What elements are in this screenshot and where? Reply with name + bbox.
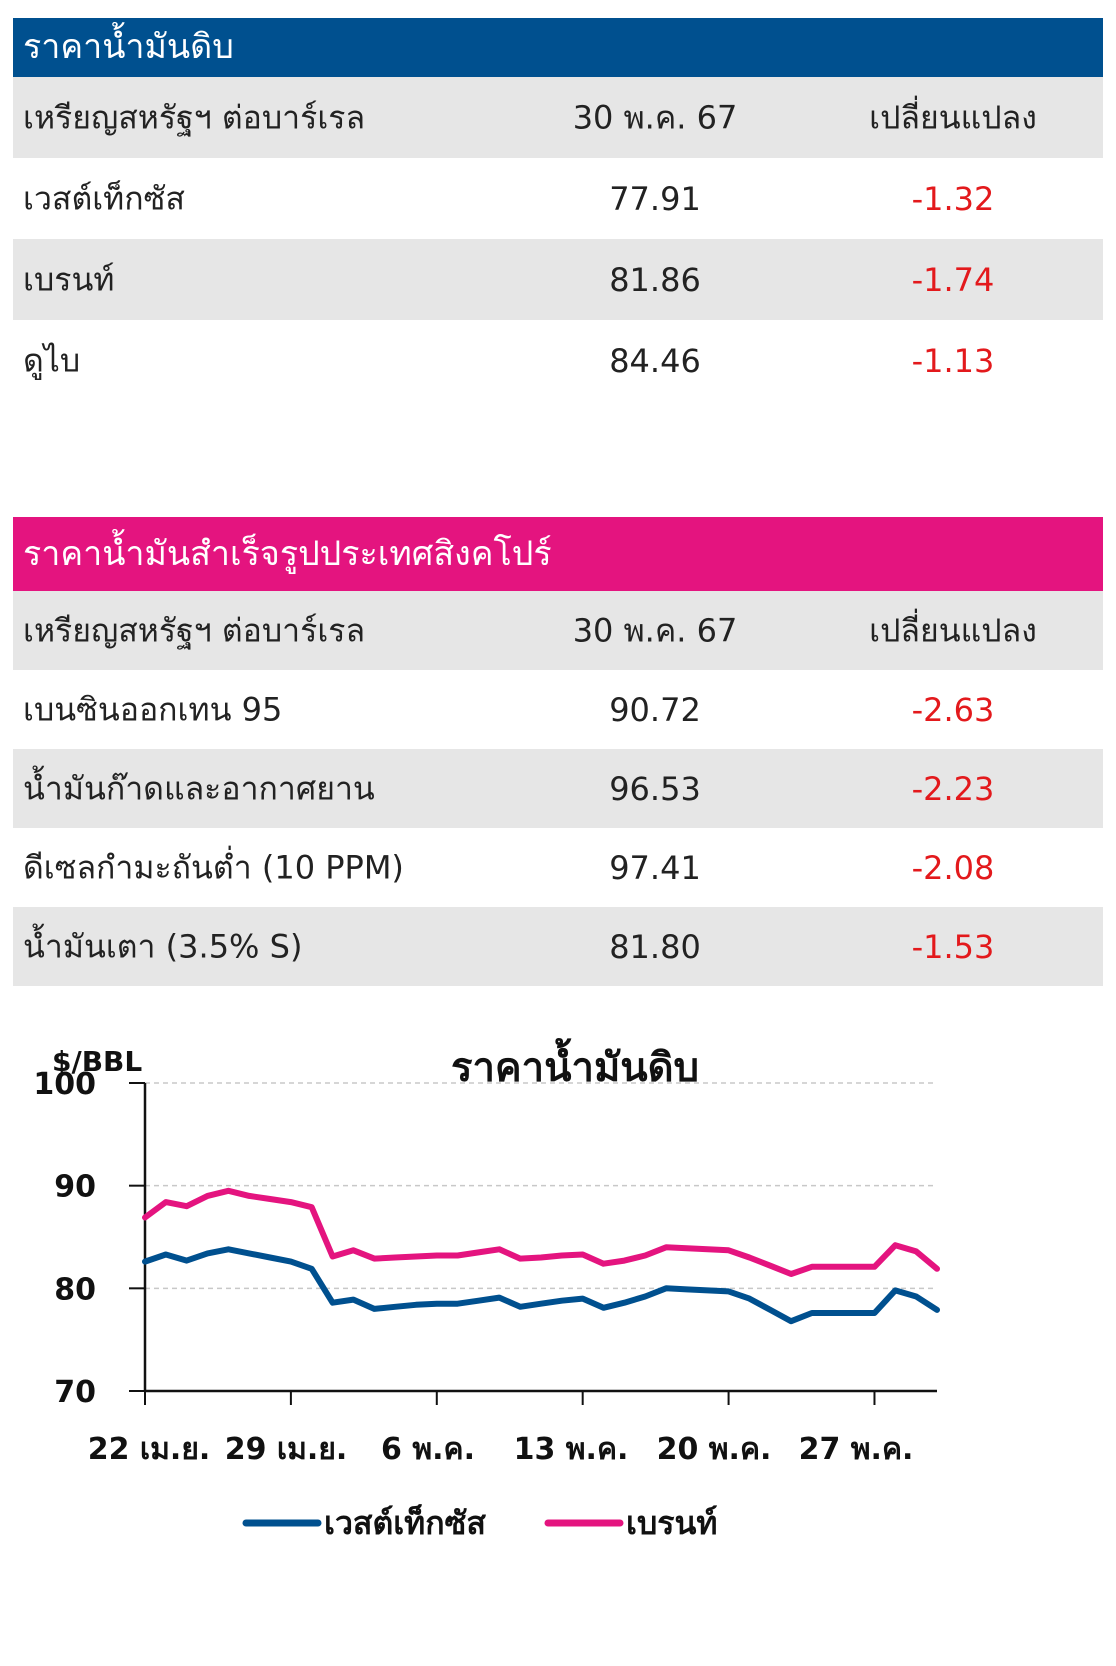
crude-oil-chart: $/BBL ราคาน้ำมันดิบ 70 80 90 100 22 เม.ย. 29 … xyxy=(0,1025,1116,1666)
change-value: -2.63 xyxy=(911,690,995,729)
unit-header: เหรียญสหรัฐฯ ต่อบาร์เรล xyxy=(23,98,366,136)
x-tick-label: 22 เม.ย. xyxy=(88,1432,211,1467)
change-value: -1.53 xyxy=(911,927,995,966)
crude-oil-table: ราคาน้ำมันดิบ เหรียญสหรัฐฯ ต่อบาร์เรล 30… xyxy=(13,18,1103,401)
series-line xyxy=(142,1187,940,1277)
x-tick-label: 13 พ.ค. xyxy=(514,1432,629,1467)
price-value: 81.86 xyxy=(609,260,701,299)
price-value: 90.72 xyxy=(609,690,701,729)
date-header: 30 พ.ค. 67 xyxy=(572,98,738,136)
chart-canvas: $/BBL ราคาน้ำมันดิบ 70 80 90 100 22 เม.ย. 29 … xyxy=(33,1038,940,1542)
table-header-row: เหรียญสหรัฐฯ ต่อบาร์เรล 30 พ.ค. 67 เปลี่… xyxy=(13,591,1103,670)
table-header-row: เหรียญสหรัฐฯ ต่อบาร์เรล 30 พ.ค. 67 เปลี่… xyxy=(13,77,1103,158)
change-value: -1.74 xyxy=(911,260,995,299)
product-name: น้ำมันก๊าดและอากาศยาน xyxy=(23,769,375,807)
product-name: เวสต์เท็กซัส xyxy=(23,179,185,217)
y-tick-label: 80 xyxy=(54,1272,96,1307)
series-line xyxy=(142,1246,940,1325)
change-header: เปลี่ยนแปลง xyxy=(869,98,1037,136)
refined-oil-table: ราคาน้ำมันสำเร็จรูปประเทศสิงคโปร์ เหรียญ… xyxy=(13,517,1103,986)
chart-title: ราคาน้ำมันดิบ xyxy=(451,1038,699,1091)
y-tick-label: 100 xyxy=(33,1067,96,1102)
product-name: เบรนท์ xyxy=(23,260,115,298)
table-row: ดูไบ 84.46 -1.13 xyxy=(13,320,1103,401)
table-row: ดีเซลกำมะถันต่ำ (10 PPM) 97.41 -2.08 xyxy=(13,828,1103,907)
product-name: ดูไบ xyxy=(23,341,81,379)
price-value: 77.91 xyxy=(609,179,701,218)
crude-oil-title: ราคาน้ำมันดิบ xyxy=(13,18,1103,77)
table-row: เบนซินออกเทน 95 90.72 -2.63 xyxy=(13,670,1103,749)
x-tick-label: 20 พ.ค. xyxy=(657,1432,772,1467)
price-value: 97.41 xyxy=(609,848,701,887)
x-tick-label: 27 พ.ค. xyxy=(799,1432,914,1467)
y-tick-label: 70 xyxy=(54,1375,96,1410)
y-axis-unit: $/BBL xyxy=(52,1045,142,1078)
refined-oil-title: ราคาน้ำมันสำเร็จรูปประเทศสิงคโปร์ xyxy=(13,517,1103,591)
change-value: -2.08 xyxy=(911,848,995,887)
unit-header: เหรียญสหรัฐฯ ต่อบาร์เรล xyxy=(23,611,366,649)
table-row: น้ำมันก๊าดและอากาศยาน 96.53 -2.23 xyxy=(13,749,1103,828)
price-value: 81.80 xyxy=(609,927,701,966)
product-name: น้ำมันเตา (3.5% S) xyxy=(23,927,303,965)
change-value: -1.13 xyxy=(911,341,995,380)
x-tick-label: 29 เม.ย. xyxy=(225,1432,348,1467)
legend-label: เบรนท์ xyxy=(626,1504,717,1542)
change-value: -2.23 xyxy=(911,769,995,808)
table-row: เบรนท์ 81.86 -1.74 xyxy=(13,239,1103,320)
date-header: 30 พ.ค. 67 xyxy=(572,611,738,649)
x-tick-label: 6 พ.ค. xyxy=(381,1432,475,1467)
change-header: เปลี่ยนแปลง xyxy=(869,611,1037,649)
y-tick-label: 90 xyxy=(54,1170,96,1205)
legend-label: เวสต์เท็กซัส xyxy=(324,1503,486,1542)
price-value: 84.46 xyxy=(609,341,701,380)
product-name: เบนซินออกเทน 95 xyxy=(23,690,283,728)
table-row: เวสต์เท็กซัส 77.91 -1.32 xyxy=(13,158,1103,239)
price-value: 96.53 xyxy=(609,769,701,808)
table-row: น้ำมันเตา (3.5% S) 81.80 -1.53 xyxy=(13,907,1103,986)
product-name: ดีเซลกำมะถันต่ำ (10 PPM) xyxy=(23,848,404,886)
change-value: -1.32 xyxy=(911,179,995,218)
